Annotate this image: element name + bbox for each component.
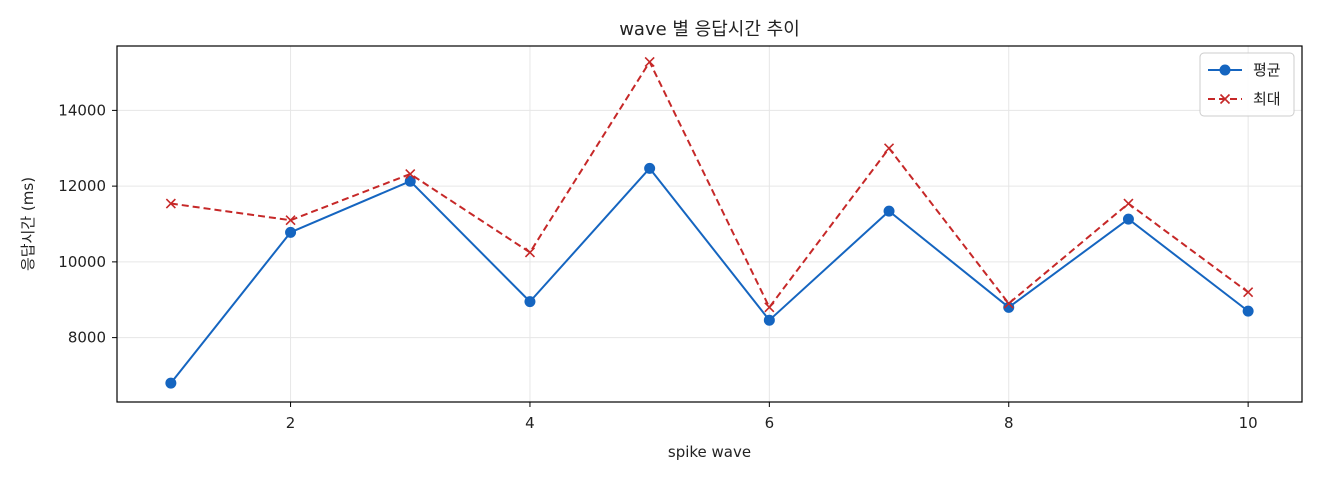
series-line-평균 [170,167,1249,384]
data-point-최대 [285,215,296,226]
chart-title: wave 별 응답시간 추이 [619,19,800,40]
data-point-최대 [644,56,655,67]
legend-label-평균: 평균 [1253,61,1281,79]
data-point-최대 [1123,198,1134,209]
data-point-평균 [285,226,297,238]
grid-lines [117,46,1302,402]
data-point-최대 [165,198,176,209]
data-point-평균 [1003,301,1015,313]
x-tick-label: 8 [1004,414,1014,432]
x-tick-label: 2 [286,414,296,432]
data-point-최대 [1243,287,1254,298]
x-tick-label: 4 [525,414,535,432]
data-point-평균 [524,296,536,308]
data-point-최대 [883,143,895,154]
legend-marker-최대 [1219,93,1231,105]
legend-marker-평균 [1219,64,1231,76]
axis-ticks: 2 4 6 8 10 8000 10000 12000 14000 [58,101,1257,432]
y-tick-label: 14000 [58,101,106,119]
legend-label-최대: 최대 [1253,90,1281,108]
plot-frame [116,45,1303,403]
y-axis-label: 응답시간 (ms) [19,177,37,271]
x-tick-label: 6 [765,414,775,432]
x-tick-label: 10 [1239,414,1258,432]
series-line-최대 [170,60,1249,309]
y-tick-label: 8000 [68,329,106,347]
y-tick-label: 12000 [58,177,106,195]
data-point-평균 [404,175,416,187]
x-axis-label: spike wave [668,443,751,461]
data-point-평균 [165,377,177,389]
data-point-평균 [763,314,775,326]
data-point-최대 [405,168,416,180]
y-tick-label: 10000 [58,253,106,271]
data-point-평균 [883,205,895,217]
data-point-최대 [524,247,536,258]
data-point-최대 [764,302,775,313]
data-point-평균 [1122,213,1134,225]
data-point-평균 [1242,305,1254,317]
data-series [165,56,1254,389]
data-point-최대 [1003,298,1014,309]
data-point-평균 [644,162,656,174]
